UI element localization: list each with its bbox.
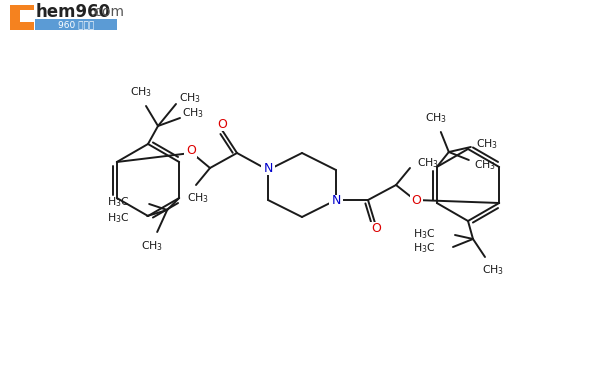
Text: CH$_3$: CH$_3$ (141, 239, 163, 253)
Bar (10, 5, 34, 30)
Text: CH$_3$: CH$_3$ (130, 85, 152, 99)
Text: .com: .com (91, 5, 125, 19)
Text: hem960: hem960 (36, 3, 111, 21)
Text: O: O (217, 117, 227, 130)
Text: CH$_3$: CH$_3$ (182, 106, 204, 120)
Text: H$_3$C: H$_3$C (413, 241, 435, 255)
Bar (410, 194, 422, 206)
Text: CH$_3$: CH$_3$ (474, 158, 496, 172)
Bar (215, 119, 229, 131)
Text: H$_3$C: H$_3$C (413, 227, 435, 241)
Text: CH$_3$: CH$_3$ (425, 111, 447, 125)
Bar (35, 19, 117, 30)
Bar (370, 222, 382, 234)
Bar (20, 10, 35, 22)
Text: N: N (263, 162, 273, 176)
Text: 960 化工网: 960 化工网 (58, 21, 94, 30)
Bar (261, 163, 275, 175)
Text: CH$_3$: CH$_3$ (179, 91, 201, 105)
Text: O: O (371, 222, 381, 236)
Text: CH$_3$: CH$_3$ (476, 137, 498, 151)
Text: O: O (411, 194, 421, 207)
Text: N: N (332, 195, 341, 207)
Text: CH$_3$: CH$_3$ (417, 156, 439, 170)
Bar (183, 146, 197, 158)
Text: CH$_3$: CH$_3$ (187, 191, 209, 205)
Text: CH$_3$: CH$_3$ (482, 263, 504, 277)
Text: H$_3$C: H$_3$C (106, 211, 129, 225)
Text: O: O (186, 144, 196, 158)
Bar (329, 195, 343, 207)
Text: H$_3$C: H$_3$C (106, 195, 129, 209)
